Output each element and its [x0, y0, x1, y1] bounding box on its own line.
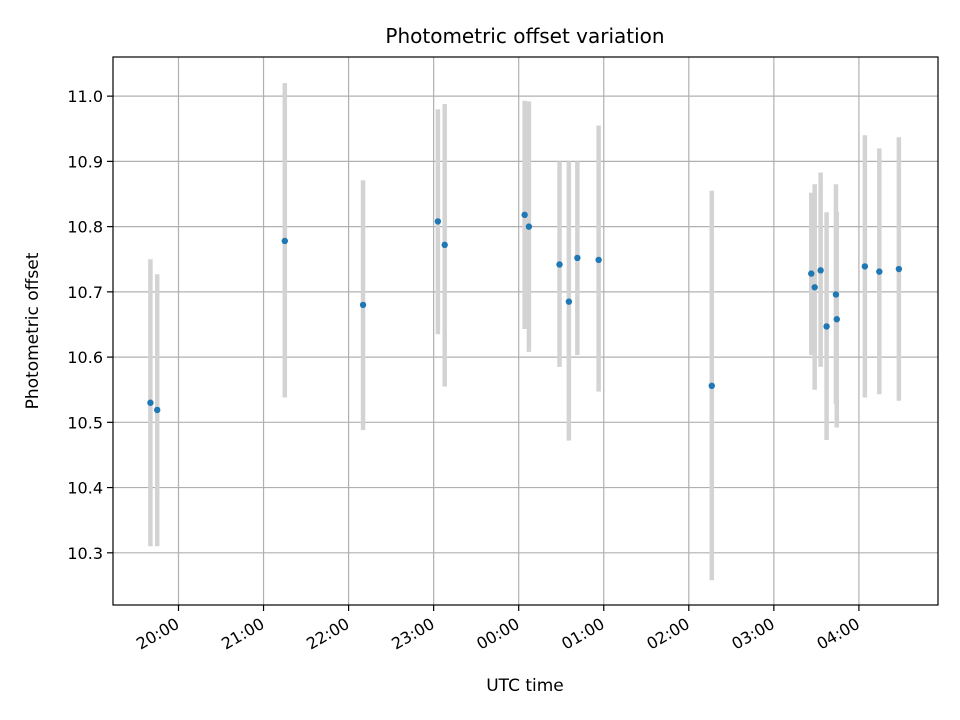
data-point — [525, 223, 533, 230]
data-point — [521, 211, 528, 219]
data-point — [556, 261, 563, 268]
data-point — [811, 284, 818, 291]
y-tick-label: 10.6 — [67, 348, 103, 367]
errorbar-layer — [148, 83, 902, 581]
y-tick-label: 10.5 — [67, 413, 103, 432]
x-tick-label: 00:00 — [473, 614, 522, 654]
x-tick-label: 01:00 — [558, 614, 607, 654]
data-point — [833, 316, 840, 323]
x-tick-label: 22:00 — [303, 614, 352, 654]
plot-frame — [112, 56, 939, 606]
x-tick-label: 23:00 — [388, 614, 437, 654]
y-axis-title: Photometric offset — [23, 252, 43, 409]
data-point — [441, 241, 448, 249]
data-point — [595, 256, 602, 264]
data-point — [895, 265, 903, 273]
data-point — [817, 267, 824, 274]
data-point — [359, 301, 367, 309]
data-point — [281, 237, 289, 245]
data-point — [574, 254, 581, 262]
y-tick-label: 10.8 — [67, 218, 103, 237]
x-axis-ticks: 20:00 21:00 22:00 23:00 00:00 01:00 02:00 03:00… — [133, 605, 863, 654]
y-tick-label: 10.9 — [67, 152, 103, 171]
y-tick-label: 10.7 — [67, 283, 103, 302]
data-point — [823, 323, 830, 330]
data-point — [147, 399, 154, 406]
data-point — [876, 268, 883, 275]
y-tick-label: 11.0 — [67, 87, 103, 106]
data-point — [832, 291, 840, 298]
data-point — [861, 263, 869, 270]
data-point — [808, 270, 815, 277]
data-point — [565, 298, 573, 305]
data-point — [708, 382, 715, 389]
y-tick-label: 10.3 — [67, 544, 103, 563]
chart-title: Photometric offset variation — [385, 24, 664, 48]
x-tick-label: 20:00 — [133, 614, 182, 654]
y-axis-ticks: 10.3 10.4 10.5 10.6 10.7 10.8 10.9 11.0 — [67, 87, 113, 563]
x-axis-title: UTC time — [486, 676, 564, 696]
x-tick-label: 02:00 — [643, 614, 692, 654]
point-layer — [147, 211, 903, 414]
data-point — [434, 218, 442, 225]
data-point — [154, 406, 161, 414]
y-tick-label: 10.4 — [67, 479, 103, 498]
x-tick-label: 03:00 — [728, 614, 777, 654]
x-tick-label: 21:00 — [218, 614, 267, 654]
x-tick-label: 04:00 — [813, 614, 862, 654]
